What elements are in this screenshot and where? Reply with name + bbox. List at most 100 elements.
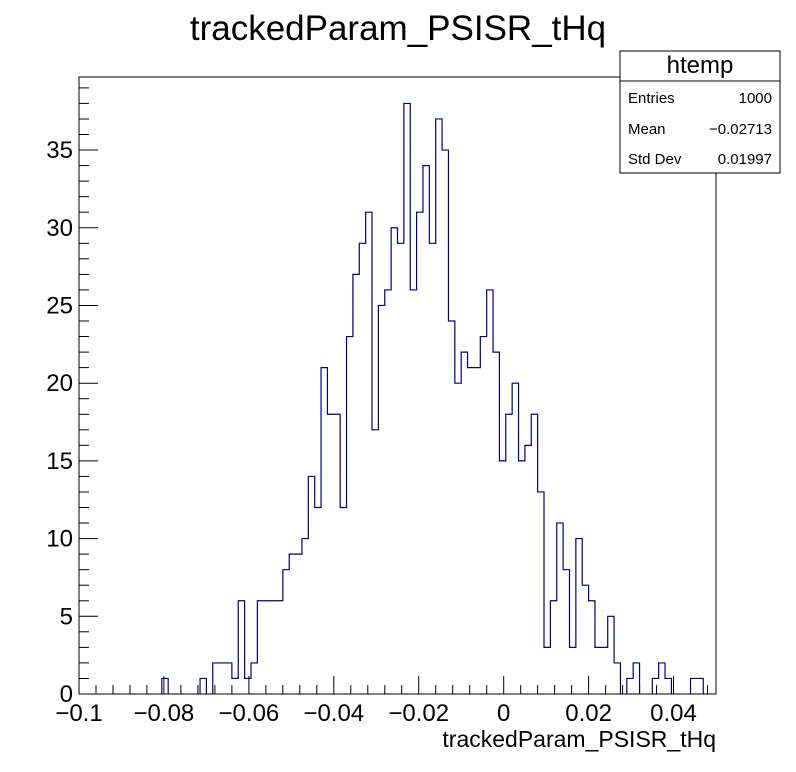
histogram-bin — [429, 243, 435, 694]
histogram-bin — [366, 212, 372, 694]
histogram-bin — [359, 243, 365, 694]
histogram-bin — [614, 663, 620, 694]
histogram-bin — [200, 678, 206, 694]
histogram-bin — [531, 414, 537, 694]
histogram-bin — [608, 616, 614, 694]
histogram-series-line — [161, 102, 704, 694]
y-tick-label: 25 — [46, 293, 73, 320]
x-axis-ticks — [78, 676, 708, 694]
x-tick-label: −0.04 — [303, 700, 364, 727]
histogram-bin — [340, 508, 346, 695]
histogram-bin — [582, 585, 588, 694]
stats-mean-value: −0.02713 — [709, 121, 772, 138]
x-axis-title: trackedParam_PSISR_tHq — [442, 726, 716, 752]
histogram-bin — [327, 414, 333, 694]
x-tick-label: 0.02 — [565, 700, 612, 727]
histogram-bin — [448, 321, 454, 694]
histogram-bin — [468, 368, 474, 694]
histogram-bin — [398, 243, 404, 694]
histogram-bin — [347, 337, 353, 694]
histogram-bin — [589, 601, 595, 694]
histogram-bin — [519, 461, 525, 694]
histogram-bin — [493, 352, 499, 694]
histogram-bin — [404, 103, 410, 694]
histogram-bin — [442, 150, 448, 694]
histogram-bin — [391, 228, 397, 694]
y-tick-label: 10 — [46, 526, 73, 553]
histogram-bin — [302, 539, 308, 694]
y-tick-label: 15 — [46, 448, 73, 475]
y-tick-label: 0 — [60, 681, 73, 708]
histogram-bin — [557, 523, 563, 694]
histogram-bin — [251, 663, 257, 694]
stats-box-name: htemp — [667, 52, 734, 79]
histogram-bin — [353, 274, 359, 694]
x-tick-label: 0 — [497, 700, 510, 727]
histogram-bin — [487, 290, 493, 694]
histogram-bin — [219, 663, 225, 694]
histogram-bins — [162, 103, 703, 694]
histogram-bin — [627, 678, 633, 694]
x-tick-label: −0.02 — [388, 700, 449, 727]
histogram-bin — [264, 601, 270, 694]
histogram-bin — [525, 445, 531, 694]
stats-mean-label: Mean — [628, 121, 666, 138]
histogram-bin — [321, 368, 327, 694]
histogram-bin — [512, 383, 518, 694]
histogram-bin — [257, 601, 263, 694]
histogram-bin — [226, 663, 232, 694]
histogram-bin — [162, 678, 168, 694]
histogram-bin — [289, 554, 295, 694]
histogram-bin — [423, 166, 429, 694]
histogram-bin — [417, 212, 423, 694]
histogram-bin — [238, 601, 244, 694]
y-axis-ticks — [79, 87, 98, 695]
histogram-bin — [455, 383, 461, 694]
stats-stddev-value: 0.01997 — [718, 151, 772, 168]
histogram-bin — [296, 554, 302, 694]
histogram-bin — [550, 601, 556, 694]
stats-box: htemp Entries 1000 Mean −0.02713 Std Dev… — [619, 50, 781, 174]
histogram-bin — [315, 508, 321, 695]
x-tick-label: −0.06 — [219, 700, 280, 727]
histogram-bin — [245, 678, 251, 694]
histogram-bin — [659, 663, 665, 694]
histogram-bin — [410, 290, 416, 694]
histogram-bin — [436, 119, 442, 694]
histogram-bin — [378, 305, 384, 694]
histogram-bin — [499, 461, 505, 694]
histogram-bin — [461, 352, 467, 694]
stats-stddev-label: Std Dev — [628, 151, 682, 168]
y-tick-label: 30 — [46, 215, 73, 242]
histogram-bin — [652, 678, 658, 694]
histogram-bin — [474, 368, 480, 694]
y-tick-label: 20 — [46, 370, 73, 397]
histogram-bin — [538, 492, 544, 694]
x-tick-label: −0.08 — [134, 700, 195, 727]
histogram-bin — [544, 647, 550, 694]
histogram-bin — [480, 337, 486, 694]
histogram-bin — [372, 430, 378, 694]
histogram-bin — [276, 601, 282, 694]
histogram-bin — [697, 678, 703, 694]
histogram-bin — [595, 647, 601, 694]
stats-entries-label: Entries — [628, 90, 675, 107]
x-tick-label: −0.1 — [55, 700, 102, 727]
x-axis-tick-labels: −0.1 −0.08 −0.06 −0.04 −0.02 0 0.02 0.04 — [55, 700, 697, 727]
histogram-bin — [334, 414, 340, 694]
histogram-bin — [563, 570, 569, 694]
stats-box-frame — [619, 50, 781, 174]
histogram-bin — [665, 678, 671, 694]
y-tick-label: 5 — [60, 603, 73, 630]
histogram-bin — [576, 539, 582, 694]
chart-title: trackedParam_PSISR_tHq — [190, 9, 606, 48]
stats-entries-value: 1000 — [739, 90, 772, 107]
x-tick-label: 0.04 — [650, 700, 697, 727]
histogram-bin — [506, 414, 512, 694]
histogram-bin — [385, 290, 391, 694]
histogram-bin — [308, 476, 314, 694]
y-tick-label: 35 — [46, 137, 73, 164]
histogram-bin — [232, 678, 238, 694]
histogram-bin — [283, 570, 289, 694]
